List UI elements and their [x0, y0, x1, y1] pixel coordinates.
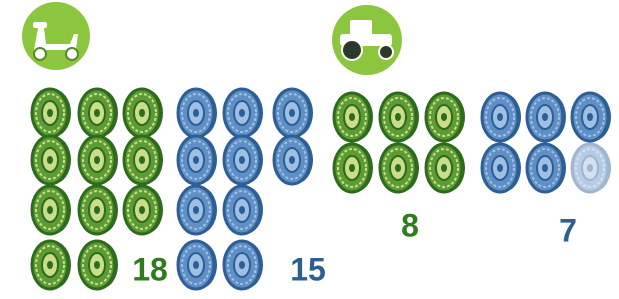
- scooter-icon: [22, 2, 90, 70]
- green-tire: [32, 89, 71, 137]
- blue-count: 15: [290, 251, 326, 287]
- green-tire: [79, 89, 118, 137]
- green-tire: [124, 136, 163, 184]
- green-tire: [79, 186, 118, 234]
- green-count: 18: [132, 251, 168, 287]
- blue-tire: [224, 241, 263, 289]
- infographic: 18 15 8 7: [0, 0, 619, 299]
- blue-tire: [178, 186, 217, 234]
- green-tire: [79, 136, 118, 184]
- blue-tire: [572, 144, 611, 192]
- green-tire: [380, 93, 419, 141]
- green-tire: [124, 89, 163, 137]
- blue-tire: [527, 93, 566, 141]
- blue-tire: [178, 241, 217, 289]
- tractor-icon: [332, 5, 402, 75]
- green-tire: [124, 186, 163, 234]
- green-tire: [426, 144, 465, 192]
- green-tire: [334, 144, 373, 192]
- blue-count: 7: [559, 212, 577, 248]
- green-tire: [380, 144, 419, 192]
- blue-tire: [482, 144, 521, 192]
- green-tire: [32, 136, 71, 184]
- blue-tire: [224, 186, 263, 234]
- green-tire: [32, 241, 71, 289]
- green-tire: [334, 93, 373, 141]
- blue-tire: [224, 136, 263, 184]
- blue-tire: [527, 144, 566, 192]
- green-tire: [426, 93, 465, 141]
- blue-tire: [274, 89, 313, 137]
- blue-tire: [482, 93, 521, 141]
- green-count: 8: [401, 207, 419, 243]
- blue-tire: [178, 89, 217, 137]
- blue-tire: [224, 89, 263, 137]
- green-tire: [32, 186, 71, 234]
- blue-tire: [274, 136, 313, 184]
- blue-tire: [178, 136, 217, 184]
- green-tire: [79, 241, 118, 289]
- blue-tire: [572, 93, 611, 141]
